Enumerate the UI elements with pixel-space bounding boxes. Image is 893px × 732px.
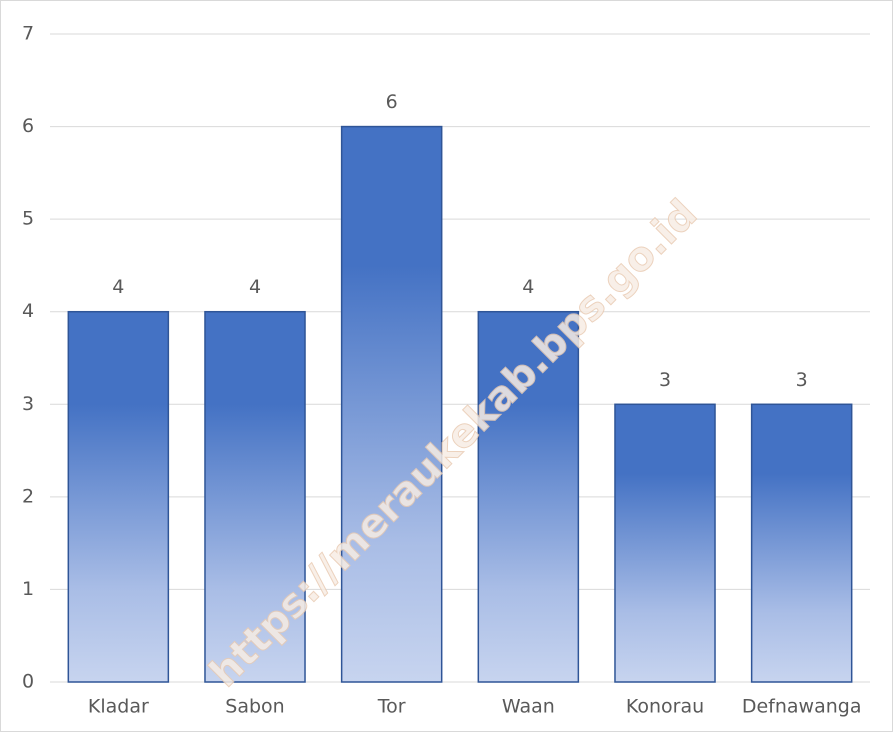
x-tick-label: Waan <box>502 696 555 718</box>
x-tick-label: Defnawanga <box>742 696 862 718</box>
y-tick-label: 5 <box>22 208 34 230</box>
bar <box>477 310 580 683</box>
data-label: 6 <box>386 91 398 113</box>
data-label: 4 <box>249 276 261 298</box>
bar <box>204 310 306 683</box>
data-label: 4 <box>522 276 534 298</box>
y-tick-label: 3 <box>22 393 34 415</box>
bar <box>614 403 716 683</box>
x-tick-label: Tor <box>377 696 406 718</box>
y-tick-label: 0 <box>22 671 34 693</box>
y-tick-label: 4 <box>22 300 34 322</box>
y-tick-label: 1 <box>22 578 34 600</box>
y-tick-label: 2 <box>22 485 34 507</box>
y-tick-label: 6 <box>22 115 34 137</box>
bar <box>340 125 443 683</box>
x-tick-label: Kladar <box>88 696 149 718</box>
x-tick-label: Konorau <box>626 696 704 718</box>
data-label: 4 <box>112 276 124 298</box>
y-tick-label: 7 <box>22 23 34 45</box>
data-label: 3 <box>796 369 808 391</box>
bar <box>67 310 170 683</box>
bar <box>750 403 853 683</box>
x-tick-label: Sabon <box>225 696 284 718</box>
data-label: 3 <box>659 369 671 391</box>
